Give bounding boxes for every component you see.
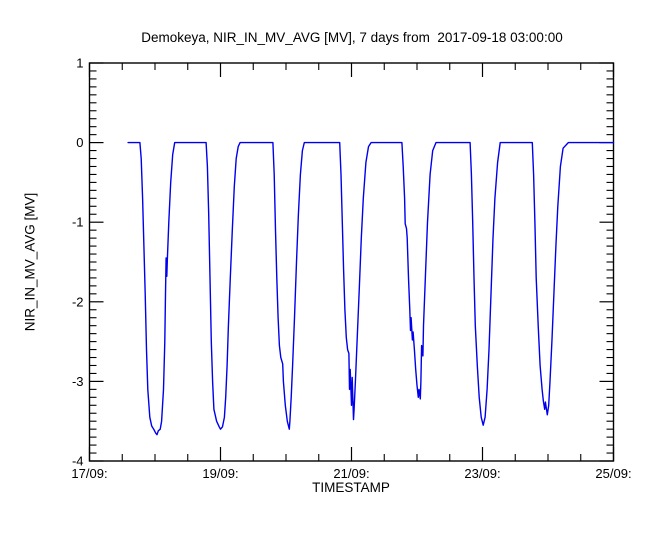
x-tick-label: 21/09: <box>333 466 369 481</box>
x-tick-label: 23/09: <box>464 466 500 481</box>
y-tick-label: 0 <box>76 135 83 150</box>
x-axis-title: TIMESTAMP <box>312 480 390 495</box>
x-tick-label: 19/09: <box>202 466 238 481</box>
y-tick-label: -3 <box>72 374 84 389</box>
y-tick-label: -1 <box>72 215 84 230</box>
x-tick-label: 25/09: <box>595 466 631 481</box>
y-axis-title: NIR_IN_MV_AVG [MV] <box>22 192 38 332</box>
y-tick-label: 1 <box>76 56 83 71</box>
series-line <box>127 141 615 436</box>
x-axis-ticks: 17/09: 19/09: 21/09: 23/09: 25/09: <box>71 63 632 481</box>
y-axis-ticks: 1 0 -1 -2 -3 -4 <box>72 56 614 469</box>
y-tick-label: -4 <box>72 454 84 469</box>
chart-title: Demokeya, NIR_IN_MV_AVG [MV], 7 days fro… <box>141 30 563 45</box>
y-tick-label: -2 <box>72 294 84 309</box>
x-tick-label: 17/09: <box>71 466 107 481</box>
